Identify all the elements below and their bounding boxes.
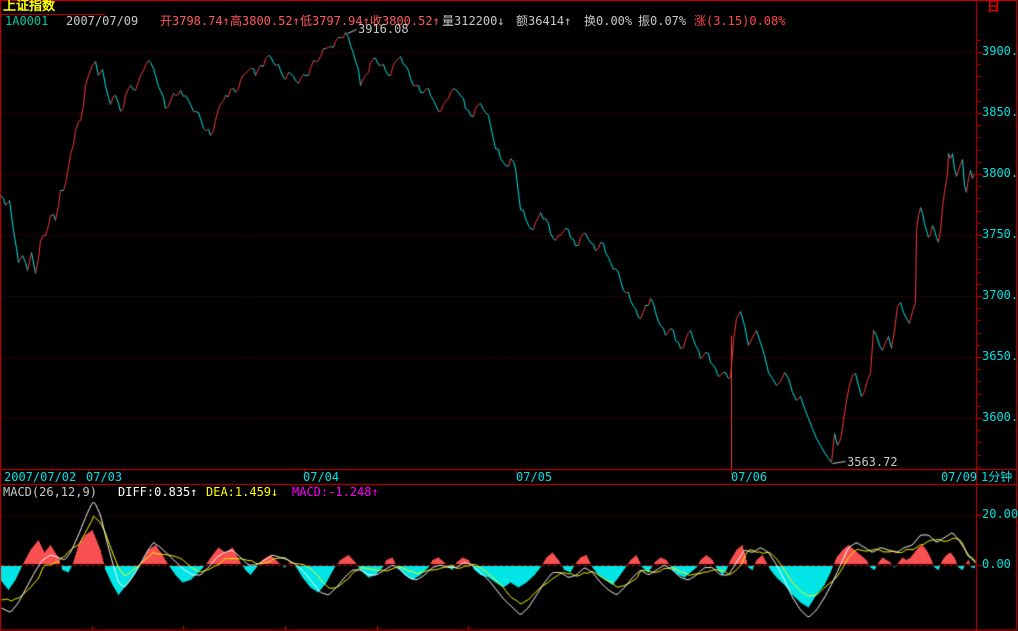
close-value: 收3800.52↑ (370, 14, 440, 28)
y-axis-label-3600: 3600.0 (982, 410, 1018, 424)
interval-label: 1分钟 (981, 470, 1013, 484)
y-axis-label-3900: 3900.0 (982, 44, 1018, 58)
change-value: 涨(3.15)0.08% (694, 14, 786, 28)
period-button[interactable]: 日 (987, 0, 1001, 15)
x-axis-label-0706: 07/06 (731, 470, 768, 484)
x-axis-label-0704: 07/04 (303, 470, 340, 484)
low-annotation: 3563.72 (847, 455, 898, 469)
y-axis-label-3800: 3800.0 (982, 166, 1018, 180)
y-axis-label-3750: 3750.0 (982, 227, 1018, 241)
volume-value: 量312200↓ (442, 14, 505, 28)
high-value: 高3800.52↑ (230, 14, 300, 28)
macd-value-label: MACD:-1.248↑ (292, 485, 379, 499)
low-value: 低3797.94↑ (300, 14, 370, 28)
macd-y-label-20: 20.00 (982, 507, 1018, 521)
y-axis-label-3650: 3650.0 (982, 349, 1018, 363)
y-axis-label-3700: 3700.0 (982, 288, 1018, 302)
high-annotation: 3916.08 (358, 22, 409, 36)
open-value: 开3798.74↑ (160, 14, 230, 28)
quote-date: 2007/07/09 (66, 14, 139, 28)
amount-value: 额36414↑ (516, 14, 572, 28)
macd-params-label: MACD(26,12,9) (3, 485, 97, 499)
x-axis-label-0702: 2007/07/02 (4, 470, 77, 484)
x-axis-label-0703: 07/03 (86, 470, 123, 484)
diff-value-label: DIFF:0.835↑ (118, 485, 198, 499)
dea-value-label: DEA:1.459↓ (206, 485, 279, 499)
x-axis-label-0709: 07/09 (941, 470, 978, 484)
macd-y-label-0: 0.00 (982, 557, 1011, 571)
stock-code: 1A0001 (5, 14, 49, 28)
turnover-value: 换0.00% (584, 14, 633, 28)
y-axis-label-3850: 3850.0 (982, 105, 1018, 119)
page-title: 上证指数 (3, 0, 56, 14)
x-axis-label-0705: 07/05 (516, 470, 553, 484)
amplitude-value: 振0.07% (638, 14, 687, 28)
